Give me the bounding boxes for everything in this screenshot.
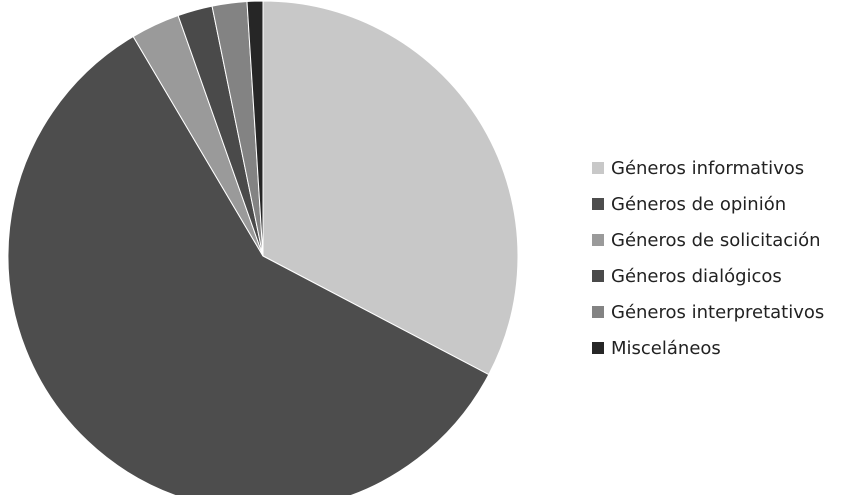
pie-slice-generos-de-opinion <box>7 35 490 495</box>
pie-slices <box>7 0 519 495</box>
legend-swatch-miscelaneos <box>592 342 604 354</box>
legend: Géneros informativos Géneros de opinión Gé… <box>592 158 824 359</box>
pie-slice-generos-informativos <box>262 0 519 376</box>
legend-label-miscelaneos: Misceláneos <box>611 338 721 359</box>
legend-label-generos-de-opinion: Géneros de opinión <box>611 194 786 215</box>
legend-swatch-generos-de-solicitacion <box>592 234 604 246</box>
legend-label-generos-informativos: Géneros informativos <box>611 158 804 179</box>
legend-label-generos-dialogicos: Géneros dialógicos <box>611 266 782 287</box>
legend-swatch-generos-informativos <box>592 162 604 174</box>
legend-swatch-generos-de-opinion <box>592 198 604 210</box>
pie-slice-miscelaneos <box>246 0 264 257</box>
legend-label-generos-interpretativos: Géneros interpretativos <box>611 302 824 323</box>
legend-swatch-generos-interpretativos <box>592 306 604 318</box>
legend-swatch-generos-dialogicos <box>592 270 604 282</box>
legend-label-generos-de-solicitacion: Géneros de solicitación <box>611 230 821 251</box>
